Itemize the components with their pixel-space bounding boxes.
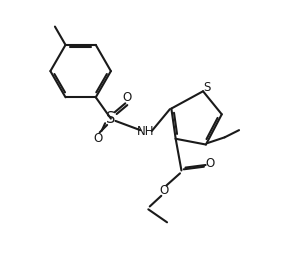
Text: O: O	[93, 132, 103, 145]
Text: S: S	[203, 81, 210, 94]
Text: O: O	[122, 90, 131, 104]
Text: S: S	[106, 111, 115, 126]
Text: NH: NH	[137, 125, 154, 138]
Text: O: O	[205, 157, 214, 170]
Text: O: O	[160, 184, 169, 197]
